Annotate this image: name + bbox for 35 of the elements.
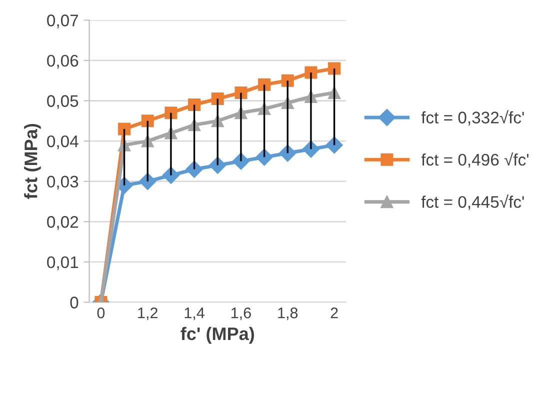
point bbox=[118, 122, 131, 136]
y-tick-label: 0,05 bbox=[47, 95, 78, 109]
y-axis-title: fct (MPa) bbox=[24, 124, 41, 200]
legend-label: fct = 0,496 √fc' bbox=[421, 152, 528, 168]
legend-label: fct = 0,445√fc' bbox=[421, 194, 524, 210]
x-tick-label: 0 bbox=[97, 308, 105, 318]
y-tick-label: 0 bbox=[70, 296, 78, 308]
legend-label: fct = 0,332√fc' bbox=[421, 110, 524, 126]
point bbox=[211, 92, 224, 105]
point bbox=[281, 74, 294, 87]
point bbox=[234, 86, 248, 99]
x-tick-label: 1,6 bbox=[232, 308, 251, 320]
point bbox=[326, 136, 343, 154]
point bbox=[328, 62, 341, 75]
point bbox=[256, 148, 273, 166]
point bbox=[141, 114, 154, 128]
y-tick-label: 0,02 bbox=[47, 216, 78, 230]
y-tick-label: 0,04 bbox=[47, 135, 78, 150]
x-tick-label: 1,8 bbox=[278, 308, 298, 320]
x-tick-label: 1,2 bbox=[138, 308, 158, 320]
point bbox=[304, 66, 318, 79]
x-tick-label: 2 bbox=[330, 308, 338, 318]
point bbox=[164, 106, 178, 120]
point bbox=[258, 78, 271, 91]
point bbox=[139, 172, 156, 190]
point bbox=[188, 98, 201, 112]
x-axis-title: fc' (MPa) bbox=[180, 326, 254, 344]
point bbox=[209, 156, 226, 174]
x-tick-label: 1,4 bbox=[184, 308, 204, 320]
point bbox=[279, 144, 296, 162]
y-tick-label: 0,07 bbox=[47, 14, 78, 28]
y-tick-label: 0,01 bbox=[47, 256, 78, 270]
y-tick-label: 0,03 bbox=[47, 176, 78, 190]
y-tick-label: 0,06 bbox=[47, 54, 78, 69]
point bbox=[186, 160, 203, 178]
